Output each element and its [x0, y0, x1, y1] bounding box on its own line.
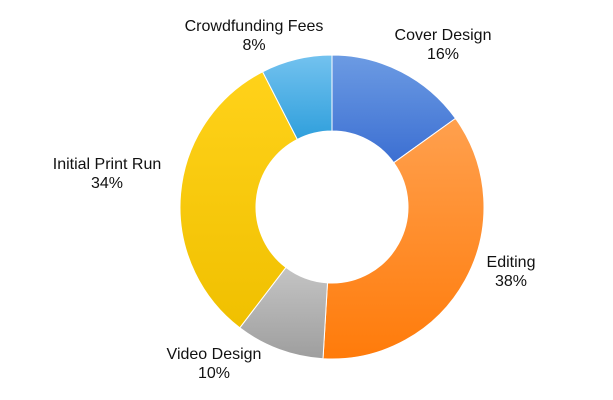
slice-percent-initial-print-run: 34% — [90, 175, 124, 192]
donut-slices — [179, 54, 485, 360]
slice-percent-cover-design: 16% — [426, 46, 460, 63]
slice-name-cover-design: Cover Design — [394, 27, 492, 44]
slice-label-video-design: Video Design 10% — [167, 345, 262, 383]
slice-initial-print-run — [179, 71, 298, 329]
slice-label-initial-print-run: Initial Print Run 34% — [53, 155, 162, 193]
slice-label-crowdfunding-fees: Crowdfunding Fees 8% — [185, 17, 324, 55]
slice-crowdfunding-fees — [261, 54, 333, 141]
slice-name-editing: Editing — [486, 254, 536, 271]
slice-cover-design — [331, 54, 457, 164]
slice-name-initial-print-run: Initial Print Run — [52, 156, 162, 173]
slice-percent-editing: 38% — [494, 273, 528, 290]
slice-name-video-design: Video Design — [166, 346, 262, 363]
slice-label-editing: Editing 38% — [487, 253, 536, 291]
slice-percent-crowdfunding-fees: 8% — [242, 37, 266, 54]
slice-name-crowdfunding-fees: Crowdfunding Fees — [184, 18, 324, 35]
slice-percent-video-design: 10% — [197, 365, 231, 382]
slice-label-cover-design: Cover Design 16% — [395, 26, 492, 64]
slice-editing — [322, 117, 485, 360]
